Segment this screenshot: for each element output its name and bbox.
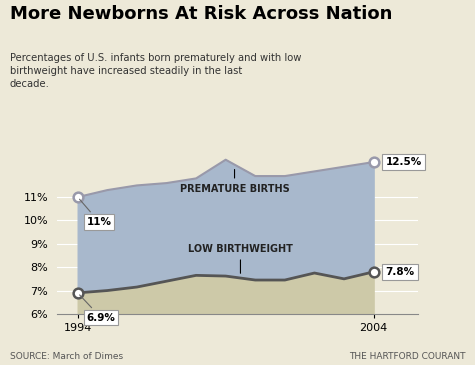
Text: 7.8%: 7.8% [385,267,415,277]
Text: 11%: 11% [79,199,112,227]
Text: 6.9%: 6.9% [80,295,115,323]
Text: Percentages of U.S. infants born prematurely and with low
birthweight have incre: Percentages of U.S. infants born prematu… [10,53,301,89]
Text: LOW BIRTHWEIGHT: LOW BIRTHWEIGHT [188,244,293,273]
Text: THE HARTFORD COURANT: THE HARTFORD COURANT [349,352,466,361]
Text: More Newborns At Risk Across Nation: More Newborns At Risk Across Nation [10,5,392,23]
Text: 12.5%: 12.5% [385,157,422,167]
Text: SOURCE: March of Dimes: SOURCE: March of Dimes [10,352,123,361]
Text: PREMATURE BIRTHS: PREMATURE BIRTHS [180,169,289,193]
